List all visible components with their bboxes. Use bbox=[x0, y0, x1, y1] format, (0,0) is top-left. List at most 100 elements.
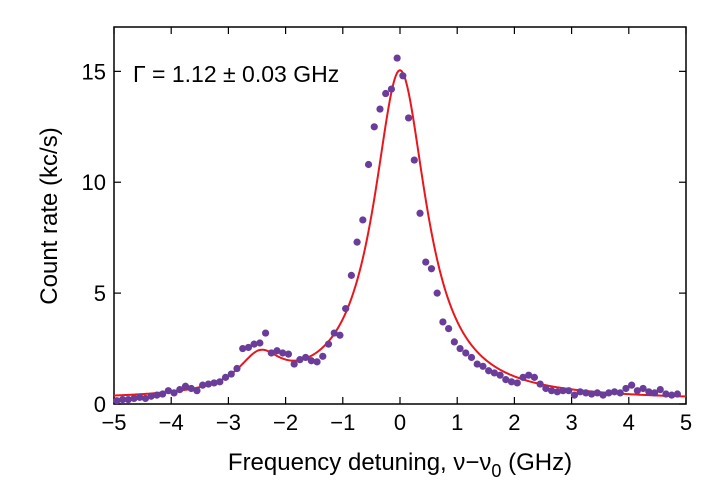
data-point bbox=[347, 271, 355, 279]
data-point bbox=[336, 331, 344, 339]
data-point bbox=[187, 384, 195, 393]
data-point bbox=[536, 380, 544, 388]
data-point bbox=[181, 382, 190, 390]
data-point bbox=[439, 318, 447, 326]
data-point bbox=[445, 325, 453, 333]
data-point bbox=[622, 384, 630, 393]
data-point bbox=[164, 387, 172, 395]
data-point bbox=[279, 349, 287, 357]
data-point bbox=[576, 388, 584, 396]
data-point bbox=[450, 338, 458, 346]
data-point bbox=[547, 387, 556, 395]
data-point bbox=[267, 349, 275, 357]
data-point bbox=[404, 114, 413, 122]
data-point bbox=[650, 389, 659, 397]
data-point bbox=[565, 387, 573, 395]
x-axis-label-units: (GHz) bbox=[501, 449, 572, 476]
data-point bbox=[221, 373, 230, 381]
x-tick-label: 5 bbox=[680, 410, 692, 435]
data-point bbox=[570, 391, 579, 399]
data-point bbox=[422, 258, 430, 266]
data-point bbox=[462, 349, 470, 357]
y-axis-label: Count rate (kc/s) bbox=[36, 127, 63, 304]
data-point bbox=[147, 392, 155, 400]
data-point bbox=[645, 388, 653, 396]
data-point bbox=[159, 390, 167, 398]
data-point bbox=[416, 209, 424, 217]
x-tick-label: −2 bbox=[273, 410, 298, 435]
data-point bbox=[313, 358, 321, 366]
y-tick-label: 0 bbox=[94, 392, 106, 417]
data-point bbox=[256, 339, 264, 347]
data-point bbox=[296, 356, 304, 364]
data-point bbox=[668, 391, 676, 399]
data-point bbox=[610, 388, 619, 396]
data-points bbox=[113, 54, 682, 405]
data-point bbox=[410, 156, 418, 164]
data-point bbox=[136, 393, 144, 401]
data-point bbox=[176, 385, 184, 394]
data-point bbox=[582, 389, 590, 397]
data-point bbox=[210, 379, 218, 387]
x-tick-label: 4 bbox=[623, 410, 635, 435]
x-tick-label: 0 bbox=[394, 410, 406, 435]
data-point bbox=[250, 340, 258, 348]
data-point bbox=[502, 376, 510, 384]
data-point bbox=[359, 216, 367, 224]
data-point bbox=[553, 388, 561, 396]
data-point bbox=[261, 329, 270, 337]
data-point bbox=[588, 390, 596, 398]
data-point bbox=[153, 391, 161, 399]
data-point bbox=[633, 387, 641, 395]
y-tick-label: 10 bbox=[82, 170, 106, 195]
data-point bbox=[599, 391, 607, 399]
data-point bbox=[662, 390, 670, 398]
data-point bbox=[525, 371, 533, 379]
data-point bbox=[376, 105, 384, 113]
data-point bbox=[330, 329, 338, 337]
data-point bbox=[485, 367, 493, 375]
data-point bbox=[216, 378, 224, 386]
data-point bbox=[530, 373, 539, 381]
data-point bbox=[204, 380, 212, 388]
data-point bbox=[639, 384, 647, 393]
x-tick-label: −4 bbox=[159, 410, 184, 435]
data-point bbox=[382, 89, 390, 98]
data-point bbox=[239, 344, 247, 353]
data-point bbox=[496, 371, 504, 379]
plot-frame bbox=[113, 26, 687, 405]
data-point bbox=[273, 347, 281, 355]
data-point bbox=[519, 373, 527, 381]
x-tick-label: 2 bbox=[508, 410, 520, 435]
data-point bbox=[427, 265, 436, 273]
data-point bbox=[559, 387, 567, 395]
y-tick-label: 5 bbox=[94, 281, 106, 306]
data-point bbox=[370, 123, 378, 131]
x-tick-label: −1 bbox=[330, 410, 355, 435]
data-point bbox=[302, 353, 310, 362]
data-point bbox=[353, 238, 361, 246]
data-point bbox=[290, 360, 298, 368]
data-point bbox=[393, 54, 401, 62]
data-point bbox=[113, 397, 121, 405]
data-point bbox=[319, 352, 327, 360]
data-point bbox=[227, 370, 235, 378]
data-point bbox=[656, 385, 664, 394]
data-point bbox=[307, 357, 315, 365]
data-point bbox=[433, 289, 441, 297]
data-point bbox=[616, 389, 624, 397]
data-point bbox=[507, 378, 516, 386]
data-point bbox=[364, 160, 373, 169]
x-tick-label: −3 bbox=[216, 410, 241, 435]
data-point bbox=[342, 305, 350, 313]
x-axis-label-subscript: 0 bbox=[491, 461, 501, 481]
x-axis-label: Frequency detuning, ν−ν0 (GHz) bbox=[228, 449, 572, 481]
data-point bbox=[467, 353, 476, 362]
data-point bbox=[387, 85, 396, 93]
data-point bbox=[284, 350, 293, 358]
data-point bbox=[456, 344, 464, 353]
data-point bbox=[473, 360, 481, 368]
data-point bbox=[199, 381, 207, 389]
data-point bbox=[605, 389, 613, 397]
